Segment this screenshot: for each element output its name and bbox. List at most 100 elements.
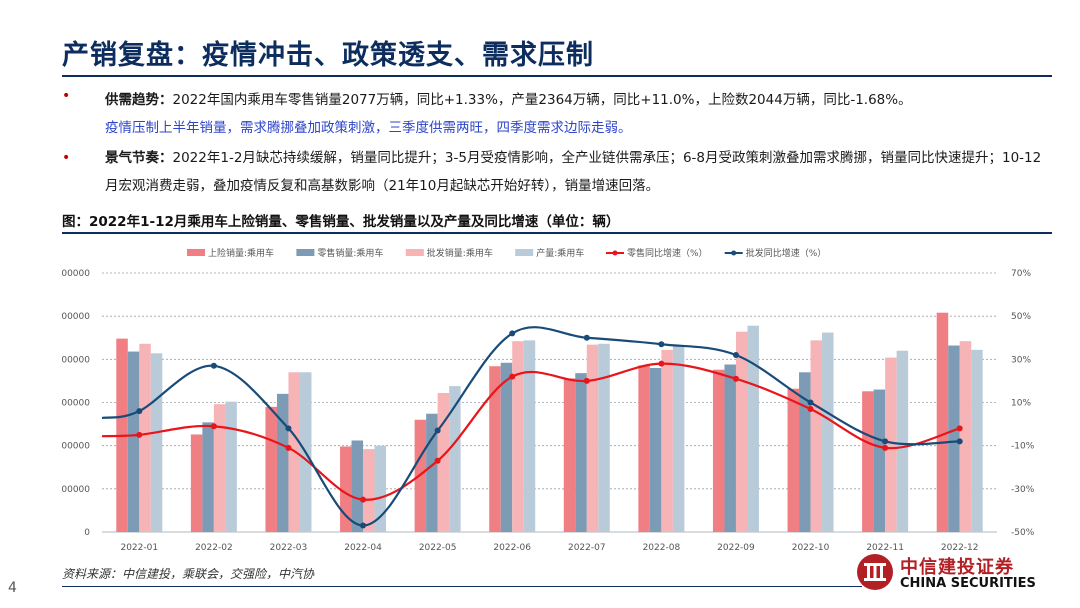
bar	[340, 446, 352, 532]
y-left-tick-label: 1500000	[62, 399, 90, 409]
line-point	[882, 444, 889, 451]
legend-label: 产量:乘用车	[536, 247, 584, 259]
line-point	[956, 425, 963, 432]
legend-swatch	[296, 249, 315, 256]
x-tick-label: 2022-11	[866, 543, 904, 553]
legend-label: 批发同比增速（%）	[746, 247, 827, 259]
bar	[213, 404, 226, 532]
line-point	[136, 431, 143, 438]
bullet-supply-demand: 供需趋势：2022年国内乘用车零售销量2077万辆，同比+1.33%，产量236…	[105, 86, 1050, 142]
bar	[735, 331, 748, 532]
legend-marker	[731, 250, 737, 256]
line-point	[807, 399, 814, 406]
bar	[638, 365, 650, 532]
y-right-tick-label: 50%	[1011, 312, 1031, 322]
bar	[426, 413, 438, 532]
bar	[799, 372, 811, 532]
line-point	[434, 457, 441, 464]
line-point	[360, 522, 367, 529]
bar	[959, 341, 972, 532]
company-logo-icon	[857, 554, 893, 590]
x-tick-label: 2022-05	[419, 543, 457, 553]
legend-swatch	[405, 249, 424, 256]
figure-source: 资料来源：中信建投，乘联会，交强险，中汽协	[62, 567, 315, 581]
line-point	[732, 375, 739, 382]
bar	[672, 346, 685, 532]
bar	[127, 351, 140, 532]
x-tick-label: 2022-08	[643, 543, 681, 553]
bar	[523, 340, 536, 532]
y-right-tick-label: -10%	[1011, 442, 1035, 452]
bar	[500, 362, 513, 532]
bar	[575, 373, 587, 532]
bar	[586, 344, 599, 532]
y-right-tick-label: -50%	[1011, 528, 1035, 538]
page-title: 产销复盘：疫情冲击、政策透支、需求压制	[62, 40, 594, 71]
x-tick-label: 2022-07	[568, 543, 606, 553]
x-tick-label: 2022-03	[270, 543, 308, 553]
bar	[276, 393, 289, 532]
legend-label: 零售销量:乘用车	[317, 247, 383, 259]
y-left-tick-label: 2000000	[62, 355, 90, 365]
bar	[225, 401, 237, 532]
bar	[724, 364, 736, 532]
bar	[363, 449, 375, 532]
y-left-tick-label: 2500000	[62, 312, 90, 322]
bar	[437, 393, 450, 532]
bullet-marker-2: •	[62, 150, 71, 166]
legend-label: 零售同比增速（%）	[627, 247, 708, 259]
bar	[563, 378, 576, 532]
bar	[712, 369, 725, 532]
bar	[862, 391, 874, 532]
x-tick-label: 2022-01	[120, 543, 158, 553]
logo-text-en: CHINA SECURITIES	[900, 576, 1036, 591]
bar	[202, 422, 214, 532]
line-point	[210, 362, 217, 369]
y-right-tick-label: 10%	[1011, 399, 1031, 409]
title-divider	[62, 75, 1052, 77]
bar	[265, 406, 277, 532]
y-right-tick-label: -30%	[1011, 485, 1035, 495]
line-point	[882, 438, 889, 445]
bar	[190, 434, 203, 532]
line-point	[136, 408, 143, 415]
bar	[936, 312, 949, 532]
bar	[374, 445, 387, 532]
line-point	[509, 373, 516, 380]
bar	[873, 389, 886, 532]
x-tick-label: 2022-04	[344, 543, 382, 553]
line-point	[210, 423, 217, 430]
bar	[489, 366, 501, 532]
bar	[885, 357, 897, 532]
x-tick-label: 2022-10	[792, 543, 830, 553]
x-tick-label: 2022-02	[195, 543, 233, 553]
legend-swatch	[515, 249, 534, 256]
line-point	[509, 330, 516, 337]
y-right-tick-label: 30%	[1011, 355, 1031, 365]
y-left-tick-label: 500000	[62, 485, 90, 495]
bar	[598, 343, 610, 532]
line-point	[658, 360, 665, 367]
bullet-text: 2022年国内乘用车零售销量2077万辆，同比+1.33%，产量2364万辆，同…	[172, 92, 912, 108]
line-point	[285, 425, 292, 432]
bullet-marker-1: •	[62, 88, 71, 104]
bar	[971, 349, 983, 532]
bar	[449, 386, 461, 532]
bullet-rhythm: 景气节奏：2022年1-2月缺芯持续缓解，销量同比提升；3-5月受疫情影响，全产…	[105, 144, 1050, 200]
line-point	[956, 438, 963, 445]
bar	[948, 345, 960, 532]
bar	[896, 350, 909, 532]
y-left-tick-label: 1000000	[62, 442, 90, 452]
legend-marker	[612, 250, 618, 256]
bar	[150, 353, 163, 532]
bar	[139, 343, 151, 532]
bar	[747, 325, 759, 532]
y-left-tick-label: 0	[84, 528, 90, 538]
x-tick-label: 2022-12	[941, 543, 979, 553]
x-tick-label: 2022-09	[717, 543, 755, 553]
bar	[649, 367, 662, 532]
caption-divider	[62, 232, 1052, 234]
footer-divider	[62, 586, 862, 587]
line-point	[583, 334, 590, 341]
bullet-label: 景气节奏：	[105, 150, 173, 166]
